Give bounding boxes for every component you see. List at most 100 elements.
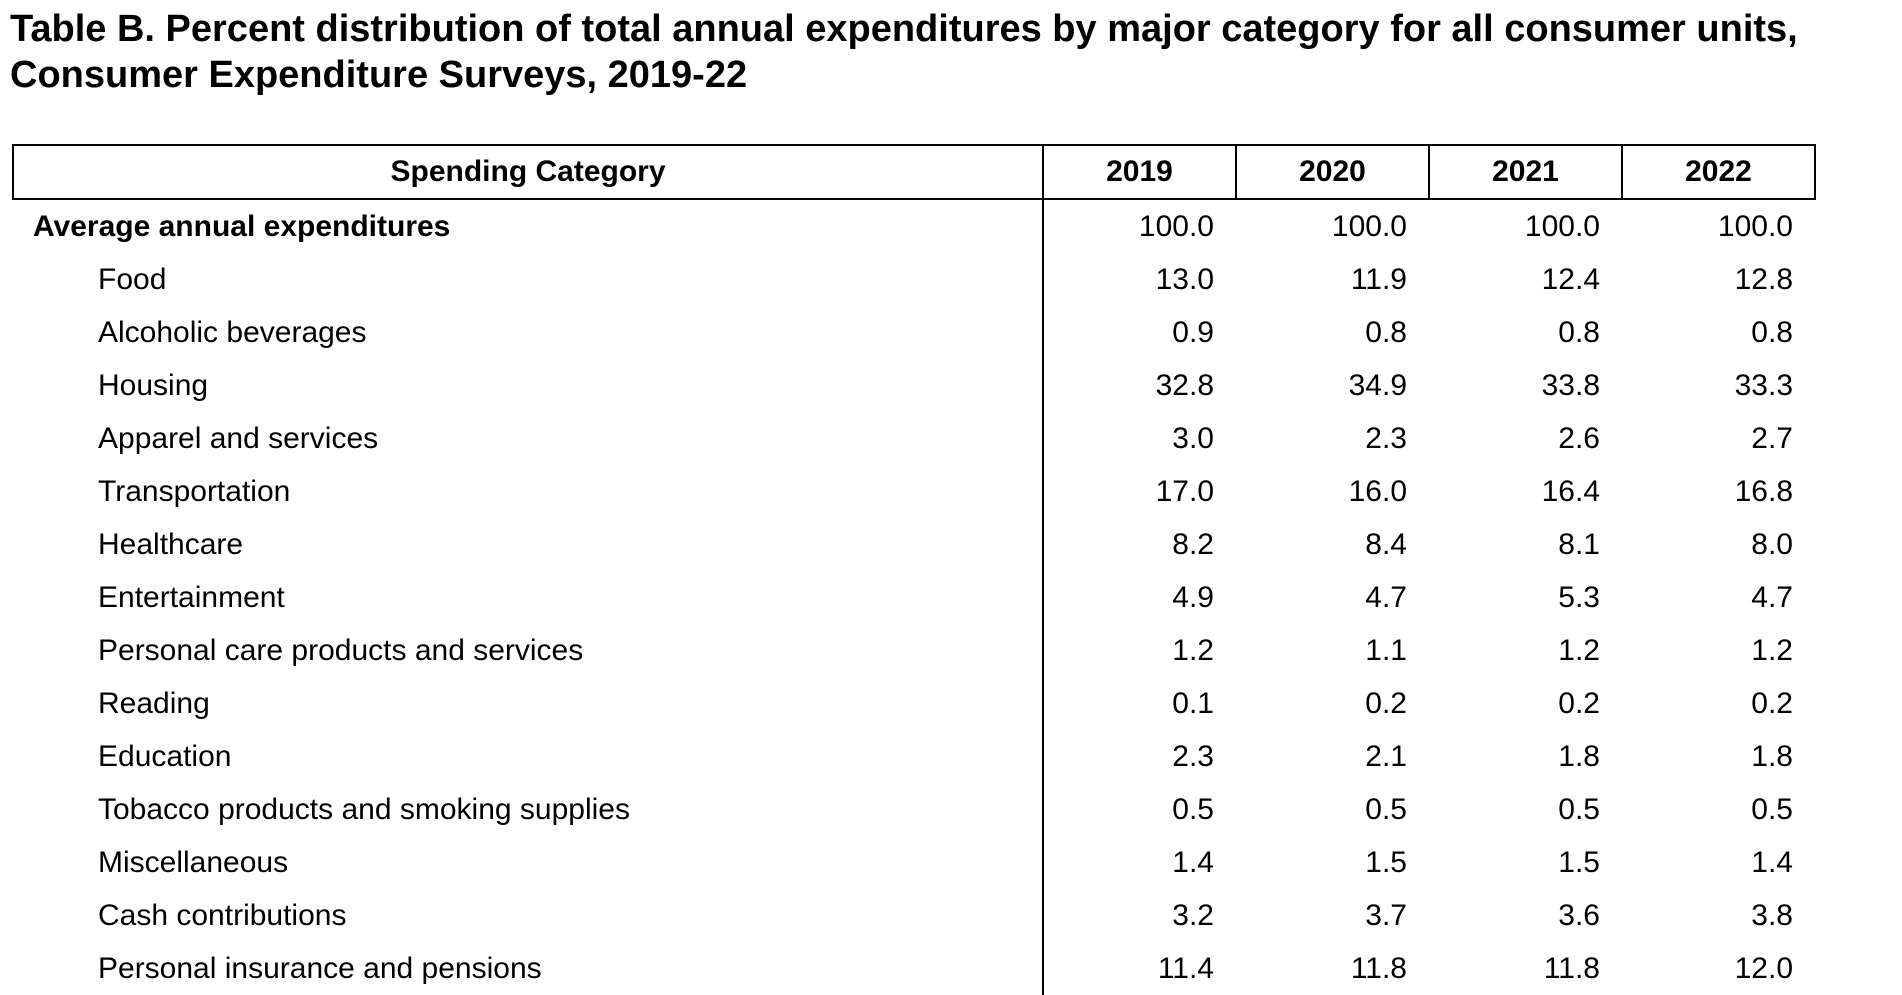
expenditure-table: Spending Category 2019 2020 2021 2022 Av… (12, 144, 1816, 995)
category-label: Entertainment (13, 571, 1044, 624)
value-cell: 1.4 (1751, 845, 1793, 879)
value-cell: 12.0 (1734, 951, 1793, 985)
value-cell: 11.8 (1543, 951, 1600, 985)
header-year-2021: 2021 (1428, 144, 1623, 200)
value-cell: 11.4 (1157, 951, 1214, 985)
value-cell: 33.8 (1541, 368, 1600, 402)
value-cell: 1.5 (1365, 845, 1407, 879)
value-cell: 0.9 (1172, 315, 1214, 349)
value-cell: 0.8 (1751, 315, 1793, 349)
table-row: Housing 32.8 34.9 33.8 33.3 (13, 359, 1815, 412)
table-row: Tobacco products and smoking supplies 0.5… (13, 783, 1815, 836)
value-cell: 0.5 (1751, 792, 1793, 826)
value-cell: 13.0 (1155, 262, 1214, 296)
value-cell: 2.7 (1751, 421, 1793, 455)
table-row: Transportation 17.0 16.0 16.4 16.8 (13, 465, 1815, 518)
value-cell: 0.5 (1365, 792, 1407, 826)
table-row: Food 13.0 11.9 12.4 12.8 (13, 253, 1815, 306)
category-label: Housing (13, 359, 1044, 412)
table-row: Personal insurance and pensions 11.4 11.8 1… (13, 942, 1815, 995)
value-cell: 100.0 (1331, 209, 1407, 243)
value-cell: 0.5 (1558, 792, 1600, 826)
category-label: Transportation (13, 465, 1044, 518)
table-row: Entertainment 4.9 4.7 5.3 4.7 (13, 571, 1815, 624)
value-cell: 0.1 (1172, 686, 1214, 720)
value-cell: 1.1 (1365, 633, 1407, 667)
value-cell: 33.3 (1734, 368, 1793, 402)
category-label: Tobacco products and smoking supplies (13, 783, 1044, 836)
table-row: Education 2.3 2.1 1.8 1.8 (13, 730, 1815, 783)
value-cell: 34.9 (1348, 368, 1407, 402)
value-cell: 17.0 (1155, 474, 1214, 508)
value-cell: 1.8 (1558, 739, 1600, 773)
value-cell: 1.2 (1172, 633, 1214, 667)
value-cell: 12.4 (1541, 262, 1600, 296)
category-label: Personal insurance and pensions (13, 942, 1044, 995)
value-cell: 2.6 (1558, 421, 1600, 455)
category-label: Healthcare (13, 518, 1044, 571)
value-cell: 1.2 (1751, 633, 1793, 667)
table-title-line-2: Consumer Expenditure Surveys, 2019-22 (10, 54, 748, 96)
value-cell: 100.0 (1524, 209, 1600, 243)
table-row: Cash contributions 3.2 3.7 3.6 3.8 (13, 889, 1815, 942)
header-year-2022: 2022 (1621, 144, 1816, 200)
category-label: Average annual expenditures (13, 199, 1044, 253)
value-cell: 1.5 (1558, 845, 1600, 879)
value-cell: 16.4 (1541, 474, 1600, 508)
value-cell: 8.2 (1172, 527, 1214, 561)
category-label: Personal care products and services (13, 624, 1044, 677)
value-cell: 2.3 (1365, 421, 1407, 455)
value-cell: 0.2 (1558, 686, 1600, 720)
value-cell: 100.0 (1138, 209, 1214, 243)
value-cell: 3.6 (1558, 898, 1600, 932)
value-cell: 8.1 (1558, 527, 1600, 561)
value-cell: 1.2 (1558, 633, 1600, 667)
category-label: Cash contributions (13, 889, 1044, 942)
category-label: Alcoholic beverages (13, 306, 1044, 359)
value-cell: 4.7 (1751, 580, 1793, 614)
value-cell: 3.7 (1365, 898, 1407, 932)
table-row: Apparel and services 3.0 2.3 2.6 2.7 (13, 412, 1815, 465)
table-row: Healthcare 8.2 8.4 8.1 8.0 (13, 518, 1815, 571)
value-cell: 3.8 (1751, 898, 1793, 932)
value-cell: 5.3 (1558, 580, 1600, 614)
expenditure-table-container: Spending Category 2019 2020 2021 2022 Av… (12, 144, 1816, 995)
table-row: Reading 0.1 0.2 0.2 0.2 (13, 677, 1815, 730)
value-cell: 0.8 (1365, 315, 1407, 349)
value-cell: 11.9 (1350, 262, 1407, 296)
value-cell: 0.8 (1558, 315, 1600, 349)
value-cell: 12.8 (1734, 262, 1793, 296)
table-body: Average annual expenditures 100.0 100.0 100… (13, 199, 1815, 995)
value-cell: 3.0 (1172, 421, 1214, 455)
table-row: Personal care products and services 1.2 1.… (13, 624, 1815, 677)
table-row: Average annual expenditures 100.0 100.0 100… (13, 199, 1815, 253)
category-label: Education (13, 730, 1044, 783)
value-cell: 16.0 (1348, 474, 1407, 508)
category-label: Apparel and services (13, 412, 1044, 465)
category-label: Food (13, 253, 1044, 306)
value-cell: 1.4 (1172, 845, 1214, 879)
value-cell: 100.0 (1717, 209, 1793, 243)
table-row: Alcoholic beverages 0.9 0.8 0.8 0.8 (13, 306, 1815, 359)
table-header: Spending Category 2019 2020 2021 2022 (12, 144, 1816, 200)
table-title-line-1: Table B. Percent distribution of total a… (10, 8, 1798, 50)
value-cell: 0.5 (1172, 792, 1214, 826)
category-label: Reading (13, 677, 1044, 730)
table-row: Miscellaneous 1.4 1.5 1.5 1.4 (13, 836, 1815, 889)
value-cell: 8.0 (1751, 527, 1793, 561)
header-year-2020: 2020 (1235, 144, 1430, 200)
value-cell: 32.8 (1155, 368, 1214, 402)
value-cell: 2.3 (1172, 739, 1214, 773)
table-title: Table B. Percent distribution of total a… (10, 6, 1890, 98)
value-cell: 2.1 (1365, 739, 1407, 773)
category-label: Miscellaneous (13, 836, 1044, 889)
value-cell: 3.2 (1172, 898, 1214, 932)
value-cell: 0.2 (1751, 686, 1793, 720)
value-cell: 4.7 (1365, 580, 1407, 614)
header-year-2019: 2019 (1042, 144, 1237, 200)
value-cell: 4.9 (1172, 580, 1214, 614)
value-cell: 0.2 (1365, 686, 1407, 720)
value-cell: 1.8 (1751, 739, 1793, 773)
value-cell: 16.8 (1734, 474, 1793, 508)
header-spending-category: Spending Category (12, 144, 1044, 200)
